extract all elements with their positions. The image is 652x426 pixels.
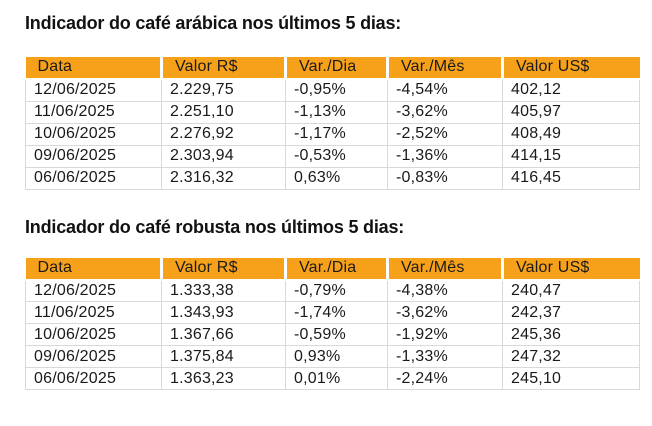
var-mes-cell: -0,83% — [387, 166, 503, 190]
arabica-table-header-row: Data Valor R$ Var./Dia Var./Mês Valor US$ — [25, 57, 640, 80]
valor-rs-cell: 1.343,93 — [161, 301, 286, 324]
robusta-table-header-row: Data Valor R$ Var./Dia Var./Mês Valor US$ — [25, 257, 640, 281]
arabica-section-title: Indicador do café arábica nos últimos 5 … — [25, 13, 402, 33]
data-cell: 06/06/2025 — [25, 166, 162, 190]
column-header-data: Data — [25, 57, 162, 80]
var-dia-cell: -1,17% — [285, 122, 388, 146]
table-row: 11/06/2025 2.251,10 -1,13% -3,62% 405,97 — [25, 100, 640, 124]
var-mes-cell: -3,62% — [387, 100, 503, 124]
valor-rs-cell: 2.316,32 — [161, 166, 286, 190]
column-header-valor-rs: Valor R$ — [160, 257, 286, 281]
column-header-valor-rs: Valor R$ — [160, 57, 286, 80]
var-mes-cell: -3,62% — [387, 301, 503, 324]
table-row: 10/06/2025 2.276,92 -1,17% -2,52% 408,49 — [25, 122, 640, 146]
section-arabica: Indicador do café arábica nos últimos 5 … — [25, 13, 640, 190]
table-row: 12/06/2025 2.229,75 -0,95% -4,54% 402,12 — [25, 78, 640, 102]
section-robusta: Indicador do café robusta nos últimos 5 … — [25, 216, 640, 390]
column-header-data: Data — [25, 257, 162, 281]
var-mes-cell: -1,36% — [387, 144, 503, 168]
data-cell: 12/06/2025 — [25, 279, 162, 302]
robusta-section-title: Indicador do café robusta nos últimos 5 … — [25, 216, 405, 237]
data-cell: 06/06/2025 — [25, 367, 162, 390]
data-cell: 11/06/2025 — [25, 100, 162, 124]
valor-usd-cell: 245,36 — [502, 323, 640, 346]
data-cell: 09/06/2025 — [25, 345, 162, 368]
column-header-var-mes: Var./Mês — [386, 257, 503, 281]
coffee-indicator-report: Indicador do café arábica nos últimos 5 … — [25, 13, 640, 390]
valor-rs-cell: 1.375,84 — [161, 345, 286, 368]
valor-usd-cell: 402,12 — [502, 78, 640, 102]
valor-usd-cell: 240,47 — [502, 279, 640, 302]
data-cell: 10/06/2025 — [25, 122, 162, 146]
var-dia-cell: -0,59% — [285, 323, 388, 346]
var-dia-cell: -1,74% — [285, 301, 388, 324]
table-row: 06/06/2025 2.316,32 0,63% -0,83% 416,45 — [25, 166, 640, 190]
table-row: 09/06/2025 1.375,84 0,93% -1,33% 247,32 — [25, 345, 640, 368]
table-row: 06/06/2025 1.363,23 0,01% -2,24% 245,10 — [25, 367, 640, 390]
var-dia-cell: 0,01% — [285, 367, 388, 390]
column-header-var-mes: Var./Mês — [386, 57, 503, 80]
valor-rs-cell: 1.333,38 — [161, 279, 286, 302]
var-mes-cell: -2,52% — [387, 122, 503, 146]
var-mes-cell: -1,92% — [387, 323, 503, 346]
valor-rs-cell: 1.367,66 — [161, 323, 286, 346]
var-dia-cell: -0,95% — [285, 78, 388, 102]
arabica-price-table: Data Valor R$ Var./Dia Var./Mês Valor US$ 12… — [25, 57, 640, 190]
valor-rs-cell: 2.303,94 — [161, 144, 286, 168]
var-mes-cell: -4,38% — [387, 279, 503, 302]
column-header-var-dia: Var./Dia — [284, 257, 388, 281]
var-mes-cell: -4,54% — [387, 78, 503, 102]
var-dia-cell: -0,79% — [285, 279, 388, 302]
valor-usd-cell: 405,97 — [502, 100, 640, 124]
valor-usd-cell: 408,49 — [502, 122, 640, 146]
data-cell: 10/06/2025 — [25, 323, 162, 346]
valor-usd-cell: 245,10 — [502, 367, 640, 390]
var-dia-cell: 0,93% — [285, 345, 388, 368]
data-cell: 11/06/2025 — [25, 301, 162, 324]
valor-usd-cell: 416,45 — [502, 166, 640, 190]
valor-usd-cell: 242,37 — [502, 301, 640, 324]
table-row: 09/06/2025 2.303,94 -0,53% -1,36% 414,15 — [25, 144, 640, 168]
data-cell: 12/06/2025 — [25, 78, 162, 102]
var-dia-cell: -1,13% — [285, 100, 388, 124]
valor-rs-cell: 2.229,75 — [161, 78, 286, 102]
data-cell: 09/06/2025 — [25, 144, 162, 168]
var-mes-cell: -2,24% — [387, 367, 503, 390]
valor-rs-cell: 1.363,23 — [161, 367, 286, 390]
valor-rs-cell: 2.251,10 — [161, 100, 286, 124]
var-dia-cell: -0,53% — [285, 144, 388, 168]
valor-usd-cell: 247,32 — [502, 345, 640, 368]
var-mes-cell: -1,33% — [387, 345, 503, 368]
valor-rs-cell: 2.276,92 — [161, 122, 286, 146]
var-dia-cell: 0,63% — [285, 166, 388, 190]
table-row: 11/06/2025 1.343,93 -1,74% -3,62% 242,37 — [25, 301, 640, 324]
table-row: 10/06/2025 1.367,66 -0,59% -1,92% 245,36 — [25, 323, 640, 346]
valor-usd-cell: 414,15 — [502, 144, 640, 168]
robusta-price-table: Data Valor R$ Var./Dia Var./Mês Valor US$ 12… — [25, 257, 640, 390]
column-header-var-dia: Var./Dia — [284, 57, 388, 80]
table-row: 12/06/2025 1.333,38 -0,79% -4,38% 240,47 — [25, 279, 640, 302]
column-header-valor-usd: Valor US$ — [501, 57, 640, 80]
column-header-valor-usd: Valor US$ — [501, 257, 640, 281]
